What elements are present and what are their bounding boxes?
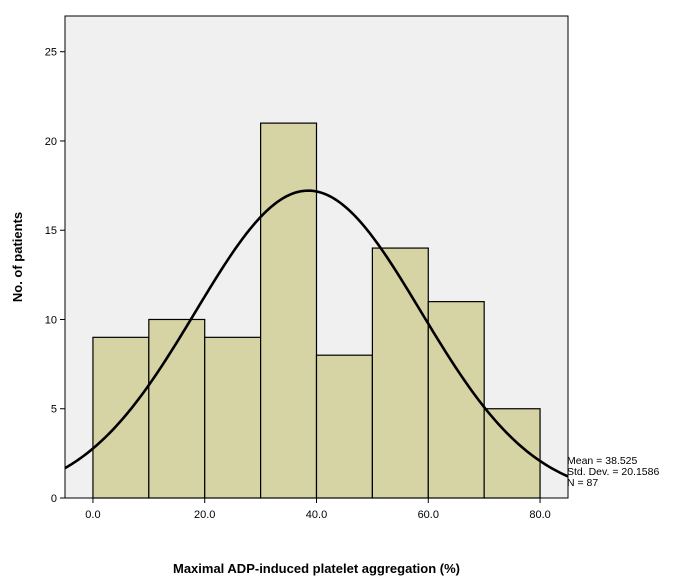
histogram-bar-2 [148, 318, 206, 499]
normal-curve [64, 189, 569, 478]
y-axis-title: No. of patients [10, 212, 25, 302]
x-tick-label: 60.0 [418, 509, 439, 521]
x-tick-label: 0.0 [85, 509, 100, 521]
x-tick-label: 40.0 [306, 509, 327, 521]
x-tick-label: 20.0 [194, 509, 215, 521]
histogram-bar-3 [204, 336, 262, 499]
y-tick-label: 25 [45, 47, 57, 59]
histogram-bar-5 [315, 354, 373, 499]
summary-statistics: Mean = 38.525 Std. Dev. = 20.1586 N = 87 [567, 456, 659, 489]
x-tick-label: 80.0 [529, 509, 550, 521]
y-axis: 0 5 10 15 20 25 [45, 47, 65, 505]
histogram-bar-4 [260, 122, 318, 499]
y-tick-label: 10 [45, 314, 57, 326]
y-tick-label: 0 [51, 493, 57, 505]
histogram-bar-6 [371, 247, 429, 499]
histogram-bars [92, 122, 541, 499]
x-axis-title: Maximal ADP-induced platelet aggregation… [173, 561, 460, 576]
y-tick-label: 5 [51, 404, 57, 416]
x-axis: 0.0 20.0 40.0 60.0 80.0 [85, 498, 551, 521]
y-tick-label: 20 [45, 136, 57, 148]
stat-std-dev: Std. Dev. = 20.1586 [567, 466, 660, 478]
histogram-bar-1 [92, 336, 150, 499]
histogram-bar-7 [427, 301, 485, 499]
stat-n: N = 87 [567, 477, 599, 489]
stat-mean: Mean = 38.525 [567, 455, 638, 467]
y-tick-label: 15 [45, 225, 57, 237]
